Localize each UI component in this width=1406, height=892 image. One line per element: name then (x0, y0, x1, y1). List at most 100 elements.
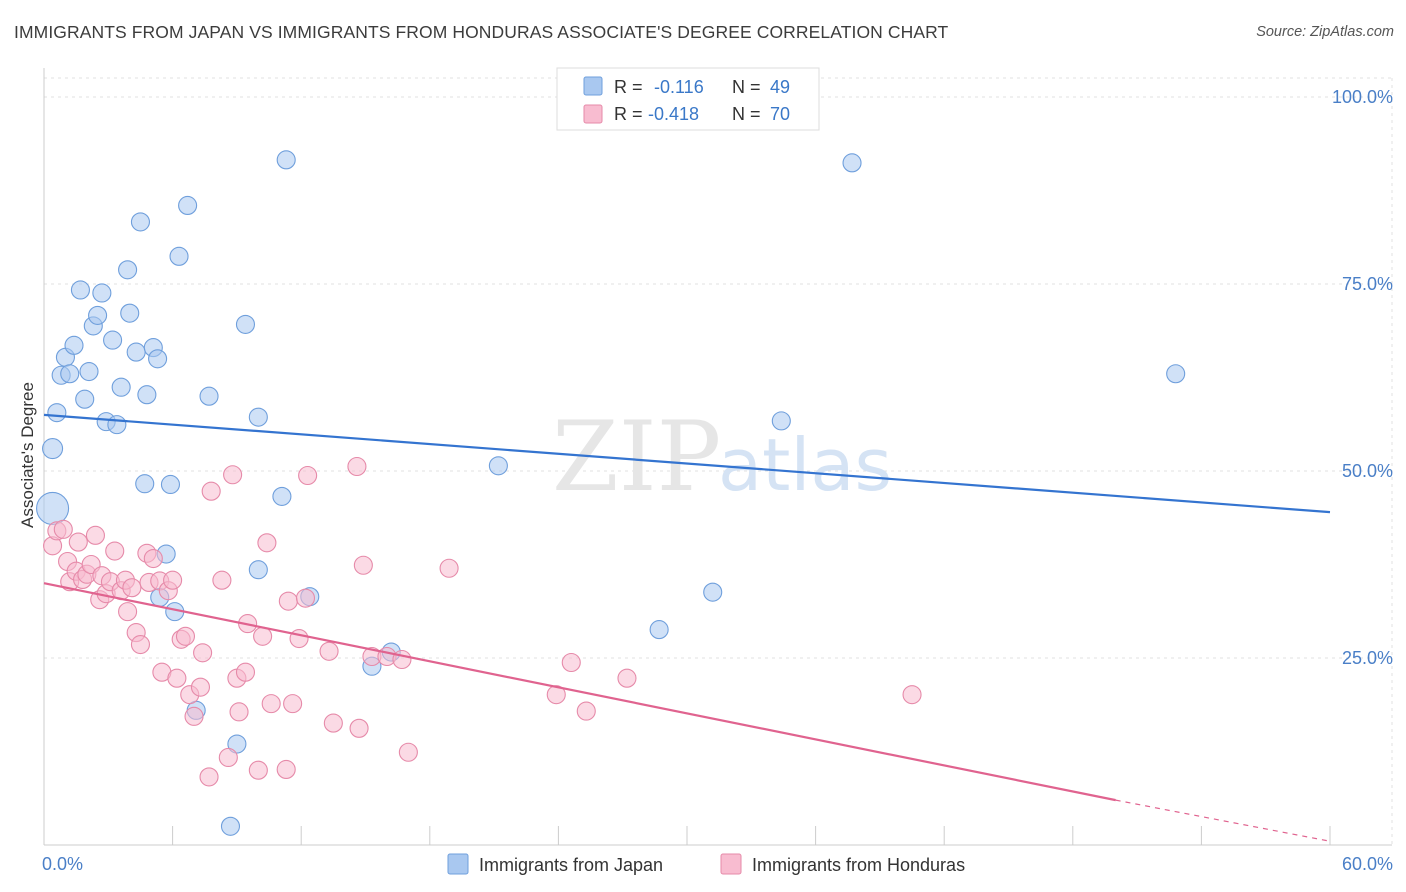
japan-point-21 (135, 474, 155, 494)
japan-point-15 (107, 415, 127, 435)
tick-labels: 25.0% 50.0% 75.0% 100.0% 0.0% 60.0% (42, 87, 1393, 874)
y-axis-label: Associate's Degree (18, 382, 37, 528)
honduras-point-53 (295, 588, 316, 608)
japan-point-20 (130, 212, 150, 232)
bottom-legend-label-honduras: Immigrants from Honduras (752, 855, 965, 875)
japan-point-29 (169, 246, 189, 266)
bottom-legend-label-japan: Immigrants from Japan (479, 855, 663, 875)
bottom-legend-swatch-honduras (720, 853, 742, 875)
y-tick-label: 100.0% (1332, 87, 1393, 107)
chart-title: IMMIGRANTS FROM JAPAN VS IMMIGRANTS FROM… (14, 22, 949, 42)
honduras-point-43 (235, 662, 256, 682)
japan-point-6 (64, 335, 84, 355)
honduras-point-2 (53, 519, 73, 539)
series-honduras-points (43, 456, 922, 787)
japan-point-1 (42, 438, 64, 460)
legend-n-value-japan: 49 (770, 77, 790, 97)
honduras-point-59 (353, 555, 373, 575)
y-tick-label: 25.0% (1342, 648, 1393, 668)
honduras-point-38 (212, 570, 232, 590)
japan-point-46 (771, 411, 791, 431)
japan-point-7 (70, 280, 90, 300)
legend-swatch-japan (583, 76, 603, 96)
legend-r-label-honduras: R = (614, 104, 643, 124)
honduras-point-65 (546, 685, 566, 705)
legend-n-label-honduras: N = (732, 104, 761, 124)
japan-point-34 (227, 734, 247, 754)
honduras-point-21 (130, 634, 150, 655)
honduras-point-6 (68, 532, 88, 552)
japan-point-22 (137, 385, 157, 405)
trend-lines (43, 413, 1331, 842)
honduras-trend-extension (1115, 799, 1331, 842)
honduras-point-51 (283, 694, 303, 714)
honduras-point-68 (617, 668, 637, 688)
japan-point-2 (47, 403, 67, 423)
correlation-legend: R = -0.116 N = 49 R = -0.418 N = 70 (556, 67, 820, 131)
honduras-point-39 (218, 747, 238, 768)
honduras-point-50 (278, 591, 298, 611)
japan-point-32 (199, 386, 219, 406)
japan-point-35 (235, 314, 256, 334)
honduras-trend-line (43, 582, 1116, 802)
legend-swatch-honduras (583, 104, 603, 124)
japan-point-18 (120, 303, 140, 323)
japan-trend-line (43, 413, 1331, 514)
chart-source: Source: ZipAtlas.com (1256, 24, 1394, 40)
x-tick-label-end: 60.0% (1342, 854, 1393, 874)
japan-point-9 (79, 361, 99, 382)
honduras-point-56 (323, 713, 343, 733)
honduras-point-64 (439, 558, 459, 578)
honduras-point-47 (257, 533, 277, 553)
x-tick-label-start: 0.0% (42, 854, 83, 874)
japan-point-14 (103, 330, 123, 350)
japan-point-44 (649, 620, 669, 640)
legend-n-value-honduras: 70 (770, 104, 790, 124)
axes (43, 68, 1392, 846)
japan-point-12 (92, 283, 112, 303)
honduras-point-62 (392, 649, 412, 670)
honduras-point-10 (85, 525, 105, 545)
japan-point-17 (118, 260, 138, 280)
honduras-point-34 (190, 677, 211, 697)
honduras-point-42 (229, 702, 249, 722)
y-tick-label: 75.0% (1342, 274, 1393, 294)
honduras-point-66 (561, 652, 581, 673)
legend-r-value-honduras: -0.418 (648, 104, 699, 124)
japan-point-30 (178, 195, 198, 216)
honduras-point-46 (253, 626, 273, 646)
honduras-point-52 (289, 629, 309, 649)
watermark-atlas: atlas (718, 423, 892, 507)
honduras-point-29 (167, 668, 187, 688)
honduras-point-67 (576, 701, 596, 721)
honduras-point-36 (199, 767, 219, 787)
japan-point-39 (276, 150, 296, 170)
honduras-point-28 (163, 570, 183, 590)
japan-point-43 (488, 456, 508, 476)
japan-point-11 (88, 305, 108, 325)
japan-point-38 (272, 486, 292, 506)
watermark-zip: ZIP (552, 401, 721, 513)
honduras-point-31 (175, 626, 196, 646)
honduras-point-37 (201, 481, 221, 501)
honduras-point-24 (143, 548, 163, 569)
honduras-point-35 (193, 643, 213, 663)
japan-point-37 (248, 560, 268, 580)
japan-point-27 (160, 474, 181, 495)
legend-r-label-japan: R = (614, 77, 643, 97)
japan-point-45 (703, 582, 723, 602)
honduras-point-18 (118, 602, 138, 622)
japan-point-5 (60, 364, 80, 384)
japan-point-0 (36, 491, 70, 525)
y-tick-label: 50.0% (1342, 461, 1393, 481)
honduras-point-45 (248, 760, 268, 780)
honduras-point-58 (349, 718, 369, 738)
honduras-point-63 (398, 742, 418, 762)
japan-point-33 (220, 816, 241, 836)
series-legend: Immigrants from Japan Immigrants from Ho… (447, 853, 965, 875)
legend-r-value-japan: -0.116 (654, 77, 704, 97)
honduras-point-54 (298, 465, 318, 486)
japan-point-47 (842, 153, 862, 173)
japan-point-8 (75, 389, 95, 409)
